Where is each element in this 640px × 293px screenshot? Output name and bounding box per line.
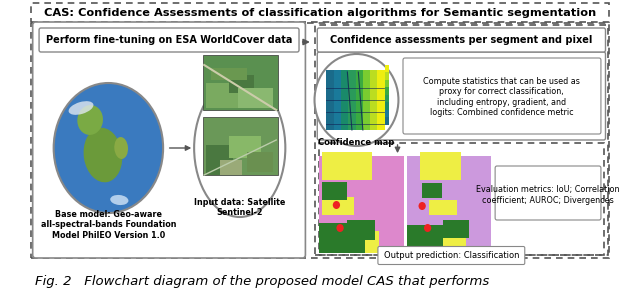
Bar [425,231,466,253]
Bar [228,75,254,93]
Bar [329,231,380,253]
Bar [422,183,442,198]
Text: Confidence assessments per segment and pixel: Confidence assessments per segment and p… [330,35,593,45]
Circle shape [424,224,431,232]
FancyBboxPatch shape [204,117,278,175]
FancyBboxPatch shape [39,28,299,52]
Bar [363,70,370,130]
Text: Output prediction: Classification: Output prediction: Classification [383,251,519,260]
Bar [406,156,491,253]
Text: Evaluation metrics: IoU; Correlation
coefficient; AUROC; Divergences: Evaluation metrics: IoU; Correlation coe… [476,185,620,205]
FancyBboxPatch shape [378,246,525,265]
Bar [385,79,389,87]
Bar [385,72,389,79]
Bar [429,200,457,215]
FancyBboxPatch shape [403,58,601,134]
Text: Confidence map: Confidence map [318,138,395,147]
Bar [385,87,389,95]
Bar [356,70,363,130]
Bar [319,223,365,253]
Bar [420,152,461,180]
Text: Compute statistics that can be used as
proxy for correct classification,
includi: Compute statistics that can be used as p… [423,77,580,117]
Bar [333,70,341,130]
Bar [385,117,389,125]
Bar [238,88,273,108]
Ellipse shape [84,128,122,182]
Text: Input data: Satellite
Sentinel-2: Input data: Satellite Sentinel-2 [194,198,285,217]
Bar [385,102,389,110]
Bar [341,70,348,130]
Bar [211,68,247,80]
Bar [206,83,238,108]
Bar [385,110,389,117]
Bar [322,197,354,215]
FancyBboxPatch shape [33,22,305,258]
FancyBboxPatch shape [204,55,278,110]
Text: Fig. 2   Flowchart diagram of the proposed model CAS that performs: Fig. 2 Flowchart diagram of the proposed… [35,275,490,289]
Ellipse shape [110,195,129,205]
Ellipse shape [54,83,163,213]
Bar [406,225,443,253]
Text: Perform fine-tuning on ESA WorldCover data: Perform fine-tuning on ESA WorldCover da… [46,35,292,45]
Bar [206,145,234,175]
Ellipse shape [68,101,93,115]
Text: Base model: Geo-aware
all-spectral-bands Foundation
Model PhilEO Version 1.0: Base model: Geo-aware all-spectral-bands… [41,210,176,240]
Text: CAS: Confidence Assessments of classification algorithms for Semantic segmentati: CAS: Confidence Assessments of classific… [44,8,596,18]
Ellipse shape [115,137,128,159]
Bar [326,70,333,130]
Bar [322,152,372,180]
FancyBboxPatch shape [317,52,605,140]
FancyBboxPatch shape [31,3,609,22]
Circle shape [333,201,340,209]
Bar [385,95,389,102]
Bar [348,220,375,240]
Bar [247,152,273,172]
Bar [319,156,404,253]
Ellipse shape [194,79,285,217]
Bar [220,160,243,175]
Circle shape [314,54,399,146]
Bar [370,70,378,130]
Circle shape [419,202,426,210]
FancyBboxPatch shape [317,28,605,52]
Bar [228,136,260,158]
FancyBboxPatch shape [495,166,601,220]
Bar [385,64,389,72]
Bar [443,220,468,238]
Ellipse shape [77,105,103,135]
Bar [322,182,348,200]
Circle shape [337,224,344,232]
Bar [348,70,356,130]
Bar [378,70,385,130]
